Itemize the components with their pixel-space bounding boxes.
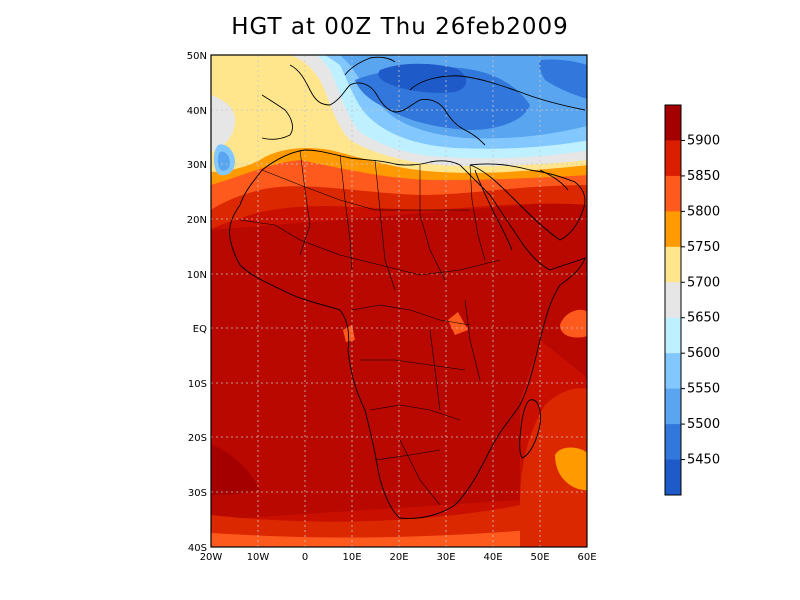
colorbar-label: 5550 <box>687 382 720 397</box>
colorbar-swatch <box>665 211 681 248</box>
colorbar-swatch <box>665 459 681 496</box>
borders <box>239 149 501 506</box>
lat-label: 40S <box>188 543 207 554</box>
lat-label: 30N <box>187 160 207 171</box>
colorbar-label: 5600 <box>687 346 720 361</box>
colorbar-label: 5800 <box>687 204 720 219</box>
colorbar-label: 5900 <box>687 133 720 148</box>
colorbar-label: 5750 <box>687 240 720 255</box>
height-field <box>211 55 587 547</box>
lon-label: 60E <box>577 552 596 563</box>
lon-label: 10E <box>342 552 361 563</box>
lon-label: 10W <box>247 552 270 563</box>
longitude-labels: 20W 10W 0 10E 20E 30E 40E 50E 60E <box>200 552 597 563</box>
coastlines <box>229 56 586 519</box>
colorbar-swatch <box>665 317 681 354</box>
lon-label: 30E <box>436 552 455 563</box>
lon-label: 50E <box>530 552 549 563</box>
colorbar-label: 5700 <box>687 275 720 290</box>
colorbar-swatch <box>665 105 681 141</box>
colorbar-swatch <box>665 140 681 177</box>
colorbar: 5900 5850 5800 5750 5700 5650 5600 5550 5500 5450 <box>664 104 720 496</box>
colorbar-swatch <box>665 388 681 425</box>
lat-label: EQ <box>193 324 207 335</box>
lat-label: 30S <box>188 488 207 499</box>
lon-label: 20W <box>200 552 223 563</box>
colorbar-label: 5500 <box>687 417 720 432</box>
colorbar-frame <box>664 104 682 496</box>
lon-label: 20E <box>389 552 408 563</box>
lat-label: 20N <box>187 215 207 226</box>
grid-lines <box>211 55 587 547</box>
map-title: HGT at 00Z Thu 26feb2009 <box>231 14 569 40</box>
lat-label: 10S <box>188 379 207 390</box>
lat-label: 40N <box>187 106 207 117</box>
colorbar-swatch <box>665 282 681 319</box>
colorbar-label: 5650 <box>687 311 720 326</box>
colorbar-label: 5850 <box>687 169 720 184</box>
latitude-labels: 50N 40N 30N 20N 10N EQ 10S 20S 30S 40S <box>187 51 207 554</box>
lon-label: 0 <box>302 552 308 563</box>
colorbar-swatch <box>665 353 681 390</box>
colorbar-swatch <box>665 246 681 283</box>
colorbar-label: 5450 <box>687 453 720 468</box>
lat-label: 10N <box>187 270 207 281</box>
lat-label: 50N <box>187 51 207 62</box>
colorbar-swatch <box>665 424 681 461</box>
colorbar-swatch <box>665 175 681 212</box>
map-frame <box>210 54 588 548</box>
lat-label: 20S <box>188 433 207 444</box>
lon-label: 40E <box>483 552 502 563</box>
